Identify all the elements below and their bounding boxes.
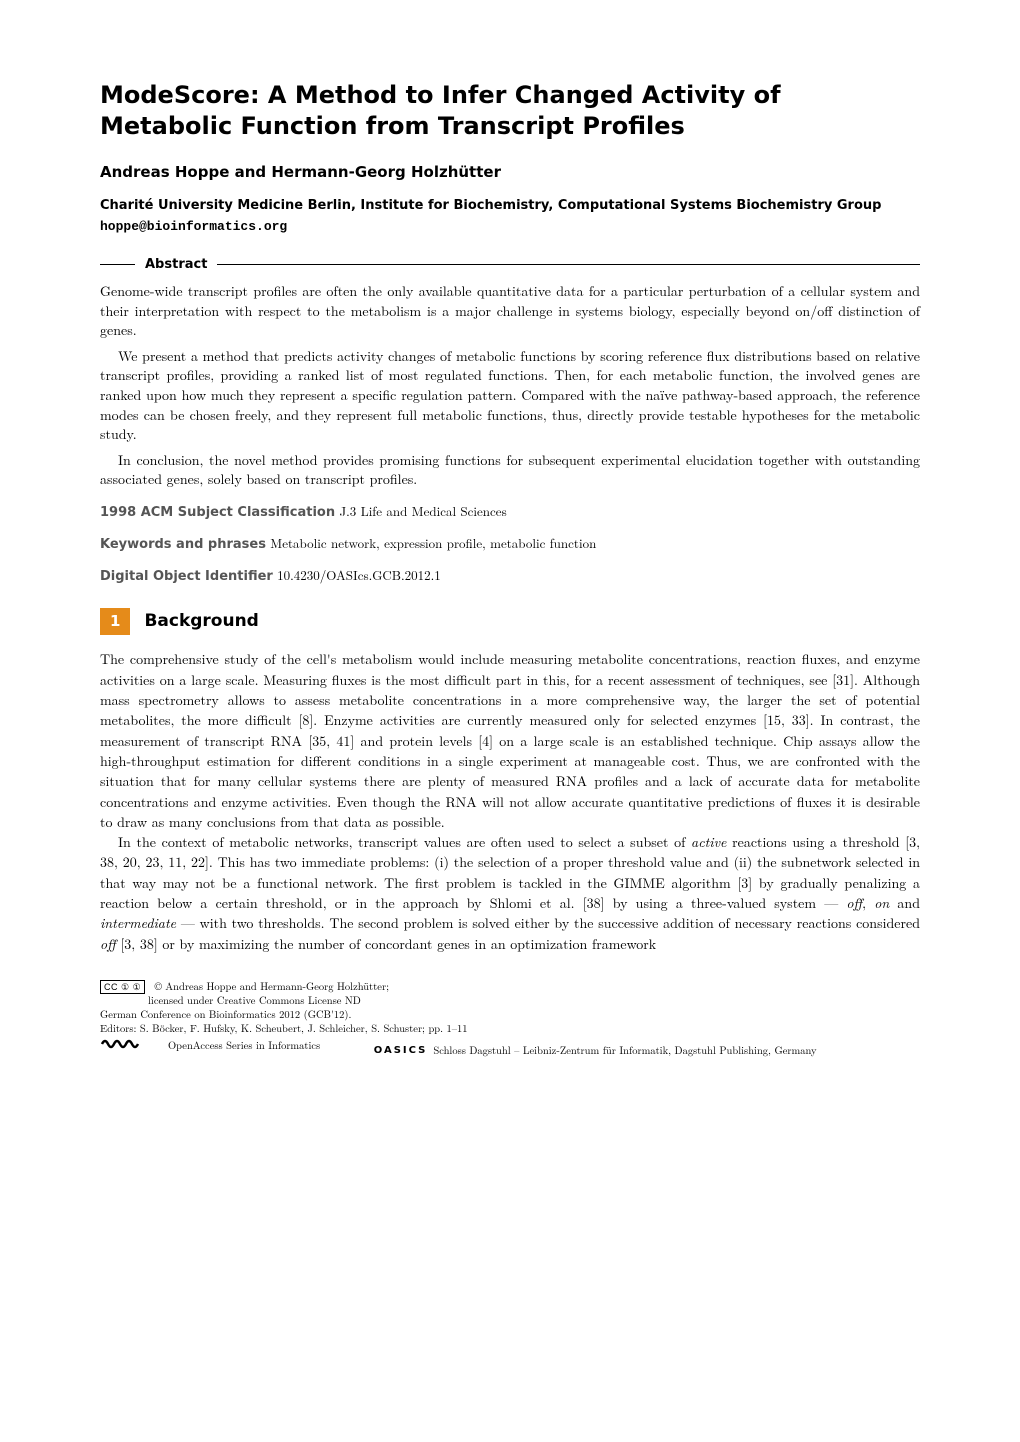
body-p2-c: , [862,893,874,913]
oasics-pub-row: OASICS Schloss Dagstuhl – Leibniz-Zentru… [324,1044,817,1058]
abstract-p1: Genome-wide transcript profiles are ofte… [100,282,920,341]
footer-oa: OpenAccess Series in Informatics [150,1039,320,1053]
footer: CC ① ① © Andreas Hoppe and Hermann-Georg… [100,980,920,1058]
email: hoppe@bioinformatics.org [100,218,920,236]
section-heading: 1 Background [100,608,920,635]
body-p2-e: — with two thresholds. The second proble… [176,913,920,933]
cc-badge-icon: CC ① ① [100,980,145,994]
body-p2-a: In the context of metabolic networks, tr… [118,832,691,852]
authors-line: Andreas Hoppe and Hermann-Georg Holzhütt… [100,162,920,183]
keywords-value: Metabolic network, expression profile, m… [270,533,596,552]
acm-value: J.3 Life and Medical Sciences [339,501,506,520]
oasics-row: OpenAccess Series in Informatics [100,1037,320,1055]
keywords-label: Keywords and phrases [100,537,266,552]
body-p1: The comprehensive study of the cell's me… [100,649,920,832]
rule-dash [100,264,135,265]
body-p2: In the context of metabolic networks, tr… [100,832,920,954]
italic-intermediate: intermediate [100,913,176,933]
italic-on: on [874,893,889,913]
italic-off2: off [100,934,116,954]
body-p2-d: and [889,893,920,913]
body-p2-f: [3, 38] or by maximizing the number of c… [116,934,656,954]
oasics-text: OASICS [374,1044,428,1058]
keywords-row: Keywords and phrases Metabolic network, … [100,534,920,554]
footer-copyright-line: CC ① ① © Andreas Hoppe and Hermann-Georg… [100,980,920,994]
footer-conf: German Conference on Bioinformatics 2012… [100,1008,920,1022]
footer-editors: Editors: S. Böcker, F. Hufsky, K. Scheub… [100,1022,920,1036]
abstract-p3: In conclusion, the novel method provides… [100,451,920,490]
footer-publisher: Schloss Dagstuhl – Leibniz-Zentrum für I… [433,1044,816,1058]
rule-line [217,264,920,265]
abstract-p2: We present a method that predicts activi… [100,347,920,445]
footer-copyright: © Andreas Hoppe and Hermann-Georg Holzhü… [155,979,389,994]
doi-value: 10.4230/OASIcs.GCB.2012.1 [277,565,441,584]
acm-row: 1998 ACM Subject Classification J.3 Life… [100,502,920,522]
affiliation: Charité University Medicine Berlin, Inst… [100,197,920,215]
italic-off: off [846,893,862,913]
footer-license: licensed under Creative Commons License … [100,994,920,1008]
abstract-label: Abstract [145,256,207,274]
doi-label: Digital Object Identifier [100,569,273,584]
page-title: ModeScore: A Method to Infer Changed Act… [100,80,920,142]
oasics-logo-icon [100,1037,144,1055]
section-title: Background [144,611,258,631]
section-number-badge: 1 [100,608,130,635]
acm-label: 1998 ACM Subject Classification [100,505,335,520]
doi-row: Digital Object Identifier 10.4230/OASIcs… [100,566,920,586]
abstract: Genome-wide transcript profiles are ofte… [100,282,920,490]
italic-active: active [691,832,726,852]
abstract-rule: Abstract [100,256,920,274]
